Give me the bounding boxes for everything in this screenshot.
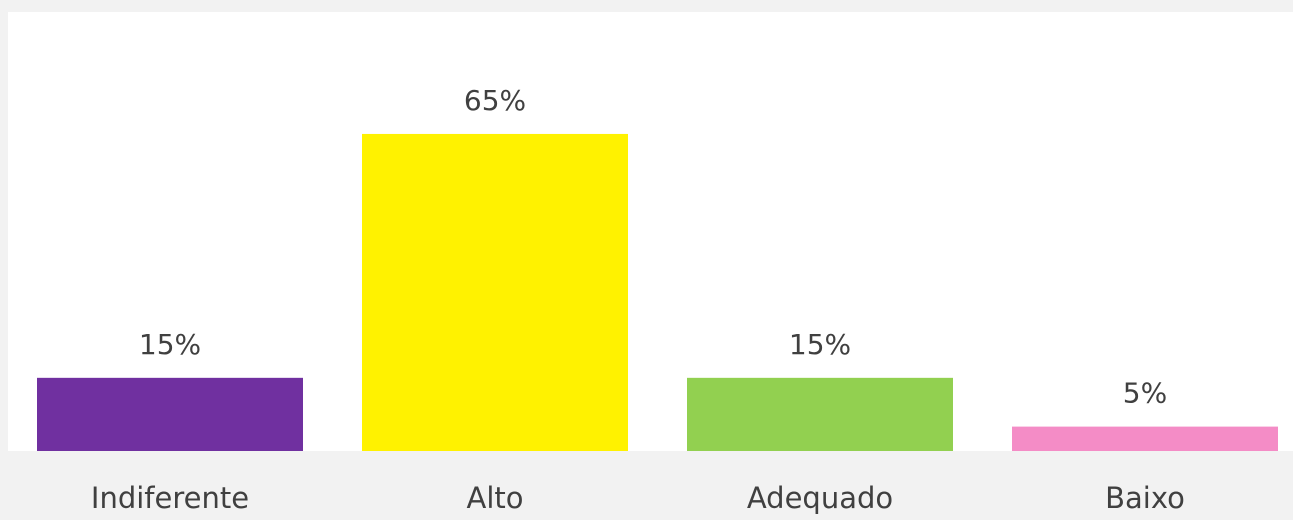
value-label: 5%: [1123, 377, 1167, 410]
bar: [362, 133, 628, 451]
x-tick-label: Alto: [466, 481, 523, 515]
value-label: 15%: [789, 328, 851, 361]
bar: [687, 377, 953, 451]
x-tick-label: Baixo: [1105, 481, 1185, 515]
x-tick-label: Indiferente: [91, 481, 249, 515]
value-label: 65%: [464, 84, 526, 117]
bar: [37, 377, 303, 451]
bar: [1012, 426, 1278, 451]
value-label: 15%: [139, 328, 201, 361]
x-tick-label: Adequado: [747, 481, 893, 515]
